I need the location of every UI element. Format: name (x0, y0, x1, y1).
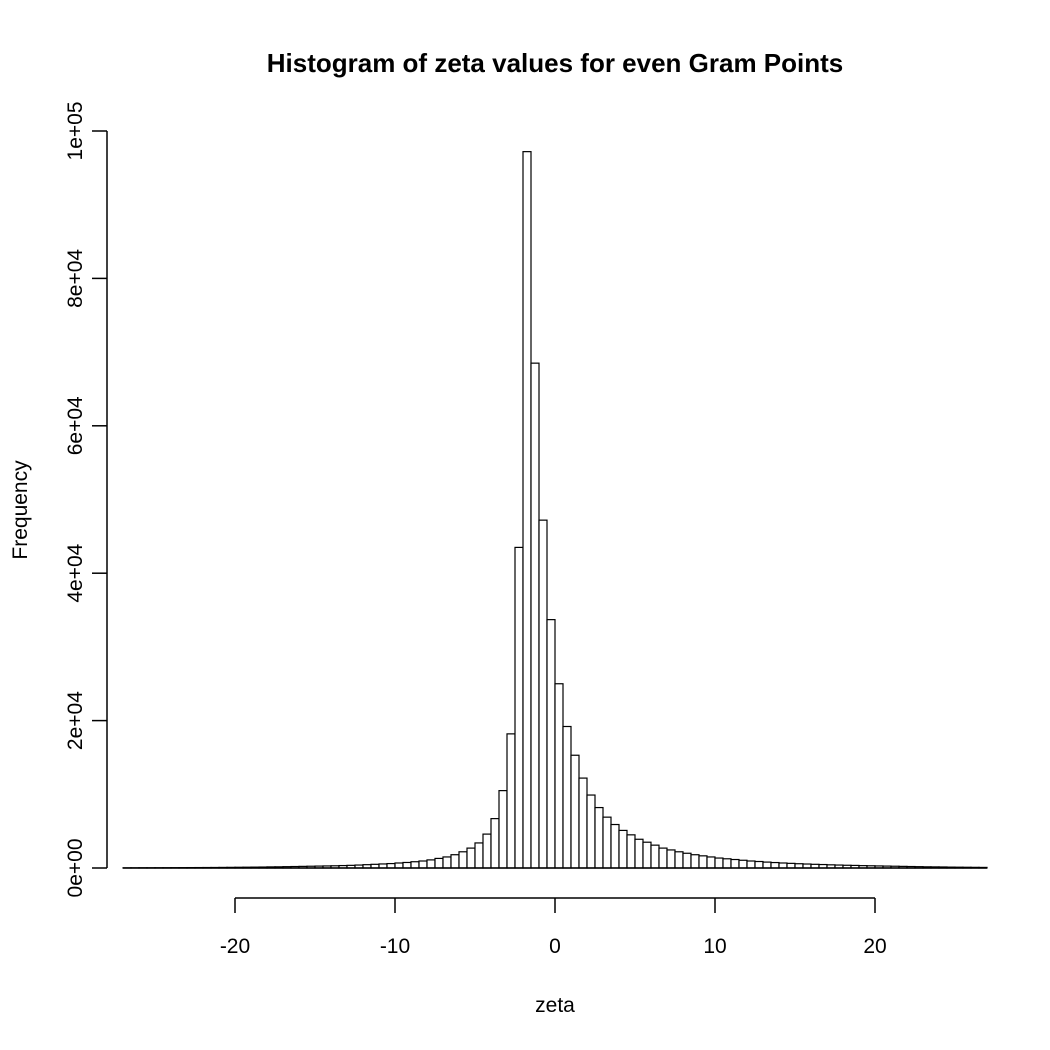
histogram-bar (506, 733, 516, 869)
histogram-bar (674, 851, 684, 869)
y-tick-label: 6e+04 (64, 396, 87, 455)
histogram-bar (490, 818, 500, 869)
x-axis-label: zeta (535, 994, 575, 1017)
histogram-bar (434, 857, 444, 869)
chart-title: Histogram of zeta values for even Gram P… (267, 48, 844, 78)
histogram-bar (666, 849, 676, 869)
histogram-bar (714, 857, 724, 869)
histogram-bar (530, 362, 540, 869)
histogram-bar (410, 861, 420, 869)
x-tick-label: -20 (220, 935, 250, 958)
histogram-bar (498, 790, 508, 869)
y-tick-label: 1e+05 (64, 102, 87, 161)
histogram-bar (474, 842, 484, 869)
histogram-bar (458, 851, 468, 869)
histogram-bar (426, 859, 436, 869)
histogram-bar (626, 834, 636, 869)
x-tick-label: 20 (863, 935, 886, 958)
histogram-bar (634, 838, 644, 869)
y-tick-label: 8e+04 (64, 249, 87, 308)
y-axis-label: Frequency (9, 460, 32, 560)
histogram-bar (570, 754, 580, 869)
histogram-bar (402, 861, 412, 869)
histogram-bar (578, 777, 588, 869)
histogram-bar (450, 854, 460, 869)
histogram-bar (418, 860, 428, 869)
y-tick-label: 4e+04 (64, 543, 87, 602)
histogram-bar (778, 862, 788, 869)
histogram-bar (746, 860, 756, 869)
histogram-bar (642, 841, 652, 869)
histogram-bar (546, 619, 556, 869)
x-tick-label: 0 (549, 935, 561, 958)
histogram-bar (618, 829, 628, 869)
histogram-bar (730, 858, 740, 869)
histogram-bar (762, 861, 772, 869)
histogram-bar (722, 858, 732, 869)
histogram-bars (122, 151, 988, 869)
histogram-bar (538, 519, 548, 869)
histogram-bar (522, 151, 532, 869)
histogram-bar (514, 546, 524, 869)
y-axis: 0e+00 2e+04 4e+04 6e+04 8e+04 1e+05 (64, 102, 108, 898)
x-axis: -20 -10 0 10 20 (220, 897, 887, 958)
histogram-bar (682, 852, 692, 869)
histogram-bar (466, 847, 476, 869)
histogram-bar (594, 806, 604, 869)
histogram-bar (698, 855, 708, 869)
histogram-bar (482, 833, 492, 869)
histogram-bar (586, 794, 596, 869)
histogram-bar (610, 823, 620, 869)
histogram-bar (658, 847, 668, 869)
histogram-bar (754, 860, 764, 869)
y-tick-label: 2e+04 (64, 691, 87, 750)
histogram-bar (650, 844, 660, 869)
histogram-bar (738, 859, 748, 869)
y-tick-label: 0e+00 (64, 839, 87, 898)
histogram-bar (394, 862, 404, 869)
histogram-bar (562, 725, 572, 869)
histogram-bar (690, 854, 700, 869)
x-tick-label: 10 (703, 935, 726, 958)
histogram-bar (706, 856, 716, 869)
histogram-bar (442, 856, 452, 869)
histogram-bar (770, 861, 780, 869)
x-tick-label: -10 (380, 935, 410, 958)
histogram-bar (602, 816, 612, 869)
histogram-bar (554, 683, 564, 869)
